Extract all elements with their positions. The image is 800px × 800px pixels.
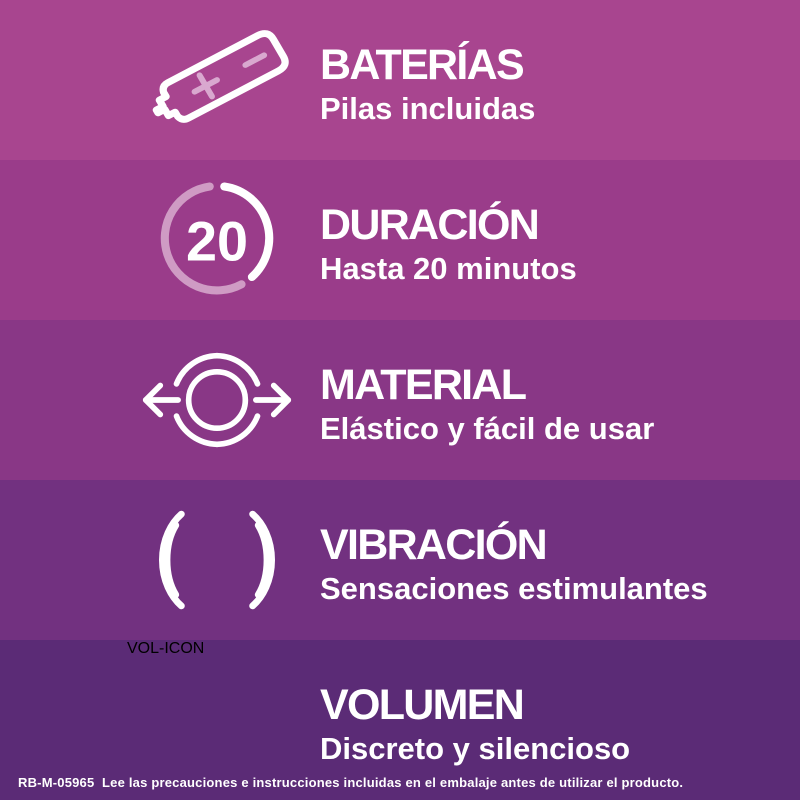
svg-text:20: 20 [186, 210, 248, 273]
